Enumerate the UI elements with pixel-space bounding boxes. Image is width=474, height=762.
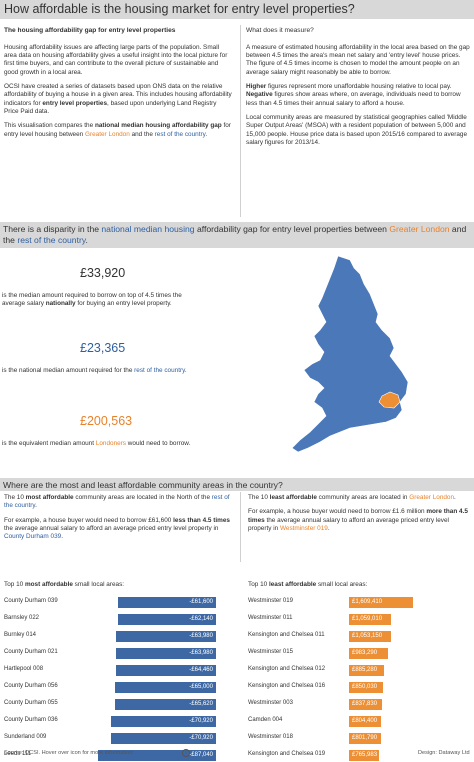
areas-title: Where are the most and least affordable … bbox=[0, 478, 474, 491]
least-affordable-bar[interactable]: £885,280 bbox=[349, 665, 385, 676]
most-affordable-bar[interactable]: -£70,920 bbox=[110, 716, 216, 727]
least-affordable-bar[interactable]: £850,030 bbox=[349, 682, 383, 693]
least-affordable-area-name: Westminster 015 bbox=[248, 649, 293, 655]
measure-paragraph-3: Local community areas are measured by st… bbox=[246, 113, 467, 146]
measure-heading: What does it measure? bbox=[246, 27, 314, 34]
stat-london-value: £200,563 bbox=[80, 414, 133, 428]
least-affordable-bar[interactable]: £1,059,010 bbox=[349, 614, 392, 625]
map-greater-london[interactable] bbox=[378, 391, 401, 409]
intro-section: The housing affordability gap for entry … bbox=[4, 27, 232, 145]
intro-paragraph-3: This visualisation compares the national… bbox=[4, 122, 231, 138]
most-affordable-area-name: Sunderland 009 bbox=[4, 734, 47, 740]
least-affordable-bar[interactable]: £983,290 bbox=[349, 648, 389, 659]
least-affordable-area-name: Westminster 019 bbox=[248, 598, 293, 604]
page-title: How affordable is the housing market for… bbox=[0, 0, 474, 19]
least-affordable-bar[interactable]: £765,983 bbox=[349, 750, 380, 761]
least-affordable-text: The 10 least affordable community areas … bbox=[248, 494, 472, 539]
most-affordable-bar[interactable]: -£70,920 bbox=[110, 733, 216, 744]
most-affordable-bar[interactable]: -£63,980 bbox=[116, 631, 216, 642]
map-rest-of-country[interactable] bbox=[291, 255, 409, 453]
most-affordable-area-name: County Durham 039 bbox=[4, 598, 58, 604]
measure-section: What does it measure? A measure of estim… bbox=[246, 27, 470, 153]
disparity-title: There is a disparity in the national med… bbox=[0, 222, 474, 248]
intro-divider bbox=[240, 25, 241, 217]
least-affordable-bar[interactable]: £801,790 bbox=[349, 733, 381, 744]
least-affordable-area-name: Camden 004 bbox=[248, 717, 283, 723]
most-affordable-area-name: County Durham 036 bbox=[4, 717, 58, 723]
stat-national-desc: is the median amount required to borrow … bbox=[2, 292, 182, 308]
most-affordable-area-name: County Durham 056 bbox=[4, 683, 58, 689]
most-affordable-area-name: Leeds 111 bbox=[4, 751, 32, 757]
intro-paragraph-2: OCSI have created a series of datasets b… bbox=[4, 82, 232, 115]
least-affordable-area-name: Westminster 003 bbox=[248, 700, 293, 706]
stat-london-desc: is the equivalent median amount Londoner… bbox=[2, 440, 191, 447]
design-credit: Design: Dataway Ltd bbox=[418, 750, 470, 756]
least-affordable-area-name: Westminster 018 bbox=[248, 734, 293, 740]
most-affordable-bar[interactable]: -£61,600 bbox=[118, 597, 216, 608]
most-affordable-area-name: County Durham 021 bbox=[4, 649, 58, 655]
least-affordable-area-name: Kensington and Chelsea 016 bbox=[248, 683, 326, 689]
least-affordable-area-name: Kensington and Chelsea 019 bbox=[248, 751, 326, 757]
most-affordable-paragraph-2: For example, a house buyer would need to… bbox=[4, 516, 230, 541]
most-affordable-paragraph-1: The 10 most affordable community areas a… bbox=[4, 494, 230, 510]
least-affordable-bar[interactable]: £1,609,410 bbox=[349, 597, 413, 608]
stat-national-value: £33,920 bbox=[80, 266, 126, 280]
measure-paragraph-2: Higher figures represent more unaffordab… bbox=[246, 82, 461, 107]
stat-rest-value: £23,365 bbox=[80, 341, 126, 355]
least-affordable-bar[interactable]: £804,400 bbox=[349, 716, 381, 727]
most-affordable-bar[interactable]: -£65,000 bbox=[115, 682, 216, 693]
least-affordable-bar[interactable]: £1,053,150 bbox=[349, 631, 391, 642]
most-affordable-area-name: Burnley 014 bbox=[4, 632, 37, 638]
england-map[interactable] bbox=[278, 252, 418, 462]
least-affordable-paragraph-2: For example, a house buyer would need to… bbox=[248, 508, 468, 532]
most-affordable-bar[interactable]: -£64,460 bbox=[115, 665, 216, 676]
most-affordable-area-name: Hartlepool 008 bbox=[4, 666, 44, 672]
least-affordable-bar[interactable]: £837,830 bbox=[349, 699, 383, 710]
least-affordable-area-name: Kensington and Chelsea 011 bbox=[248, 632, 325, 638]
most-list-title: Top 10 most affordable small local areas… bbox=[4, 581, 125, 588]
least-affordable-area-name: Westminster 011 bbox=[248, 615, 293, 621]
least-affordable-paragraph-1: The 10 least affordable community areas … bbox=[248, 494, 456, 501]
intro-heading: The housing affordability gap for entry … bbox=[4, 27, 176, 34]
most-affordable-bar[interactable]: -£65,620 bbox=[114, 699, 216, 710]
most-affordable-bar[interactable]: -£63,980 bbox=[116, 648, 216, 659]
least-list-title: Top 10 least affordable small local area… bbox=[248, 581, 368, 588]
measure-paragraph-1: A measure of estimated housing affordabi… bbox=[246, 43, 470, 76]
most-affordable-text: The 10 most affordable community areas a… bbox=[4, 494, 232, 548]
least-affordable-area-name: Kensington and Chelsea 012 bbox=[248, 666, 326, 672]
most-affordable-area-name: County Durham 055 bbox=[4, 700, 58, 706]
most-affordable-bar[interactable]: -£87,040 bbox=[98, 750, 216, 761]
areas-divider bbox=[240, 492, 241, 562]
intro-paragraph-1: Housing affordability issues are affecti… bbox=[4, 43, 228, 76]
most-affordable-area-name: Barnsley 022 bbox=[4, 615, 40, 621]
stat-rest-desc: is the national median amount required f… bbox=[2, 367, 187, 374]
most-affordable-bar[interactable]: -£62,140 bbox=[117, 614, 216, 625]
source-text: Source: OCSI. Hover over icon for more i… bbox=[4, 750, 134, 756]
info-icon[interactable]: i bbox=[182, 749, 190, 757]
